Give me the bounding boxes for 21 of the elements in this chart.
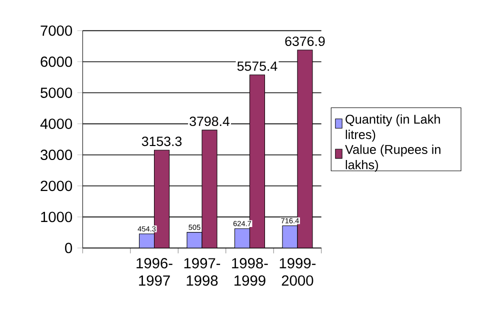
y-tick-label: 4000 [40, 118, 72, 129]
data-label: 3798.4 [190, 116, 230, 126]
y-tick-label: 5000 [40, 88, 72, 98]
y-tick-label: 6000 [40, 56, 72, 67]
data-label: 5575.4 [237, 62, 278, 71]
y-tick-label: 7000 [40, 25, 72, 36]
legend-label: Value (Rupees in lakhs) [345, 144, 440, 172]
x-tick-label: 1997-1998 [184, 258, 220, 286]
bar [282, 225, 298, 248]
x-tick-label: 1996-1997 [136, 258, 172, 286]
data-label: 3153.3 [142, 136, 182, 146]
y-tick-label: 2000 [40, 180, 72, 192]
legend-label: Quantity (in Lakh litres) [346, 114, 440, 142]
data-label: 6376.9 [285, 36, 325, 46]
y-tick-label: 1000 [41, 212, 72, 222]
x-tick-label: 1999-2000 [280, 258, 316, 286]
x-tick-label: 1998-1999 [232, 258, 268, 286]
y-tick-label: 3000 [40, 150, 72, 160]
y-tick-label: 0 [65, 242, 72, 254]
bar [234, 228, 250, 248]
bar [139, 234, 154, 248]
